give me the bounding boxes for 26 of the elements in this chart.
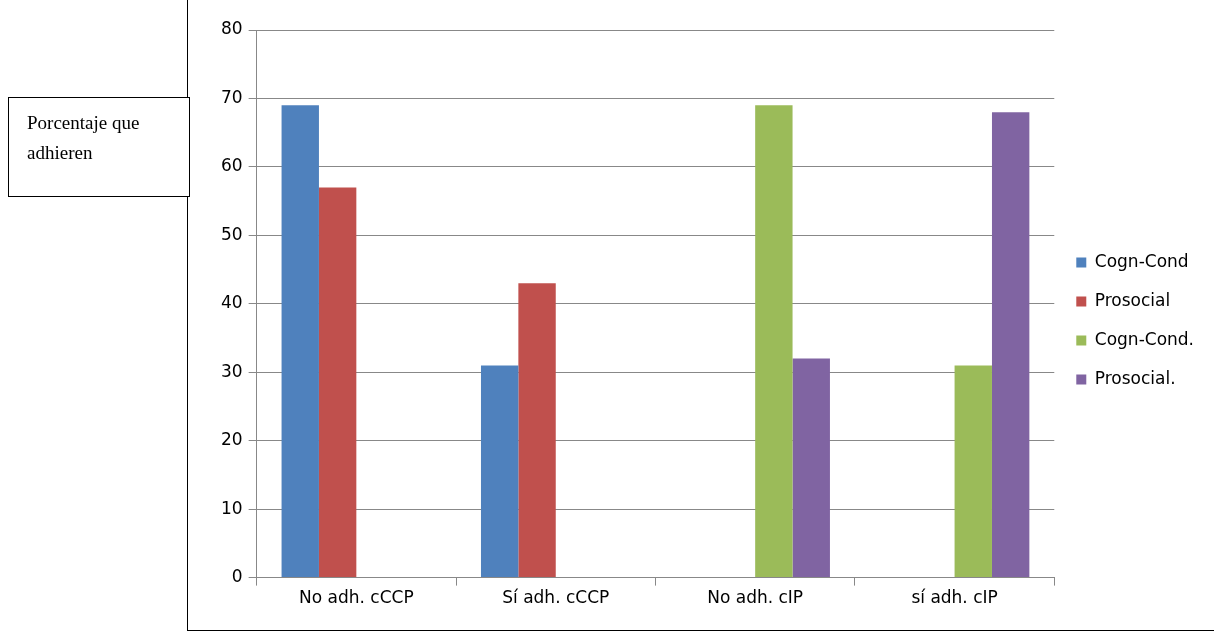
y-tick-label: 70 <box>220 86 243 107</box>
y-tick-label: 80 <box>220 18 243 39</box>
legend-label: Prosocial <box>1094 289 1171 310</box>
x-tick-label: sí adh. cIP <box>911 587 998 608</box>
legend-label: Prosocial. <box>1094 367 1176 388</box>
bar <box>281 105 319 578</box>
bar <box>954 365 992 578</box>
bar <box>518 283 556 578</box>
y-tick-label: 30 <box>220 360 243 381</box>
bar <box>480 365 519 578</box>
bar <box>755 105 793 578</box>
y-tick-label: 60 <box>220 155 243 176</box>
x-tick-label: No adh. cCCP <box>299 587 414 608</box>
x-tick-label: Sí adh. cCCP <box>502 587 610 608</box>
y-axis-title: Porcentaje que adhieren <box>8 97 190 197</box>
y-tick-label: 40 <box>220 292 243 313</box>
bar <box>991 112 1030 578</box>
bar <box>792 358 830 578</box>
x-tick-label: No adh. cIP <box>707 587 804 608</box>
y-tick-label: 0 <box>231 566 243 587</box>
legend-label: Cogn-Cond <box>1094 250 1189 271</box>
y-tick-label: 50 <box>220 223 243 244</box>
bar <box>318 187 357 578</box>
y-tick-label: 20 <box>220 429 243 450</box>
legend-label: Cogn-Cond. <box>1094 328 1195 349</box>
y-tick-label: 10 <box>220 497 243 518</box>
